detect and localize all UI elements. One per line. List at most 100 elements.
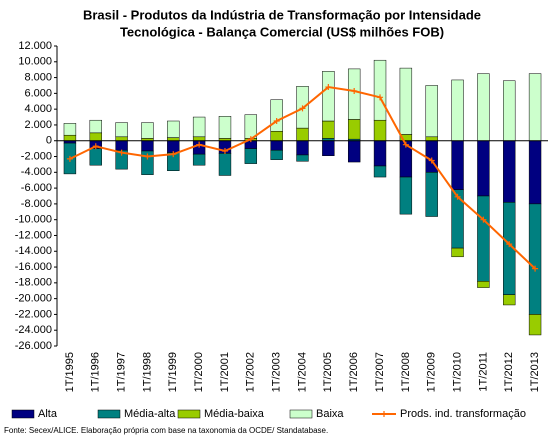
x-tick-label: 1T/1996 [90, 352, 102, 392]
bar-segment [167, 120, 180, 138]
bar-segment [296, 154, 309, 162]
bar-segment [244, 148, 258, 164]
y-tick-label: 4.000 [24, 103, 52, 115]
bar-segment [451, 247, 464, 258]
bar-segment [373, 119, 387, 141]
line-marker [221, 148, 228, 154]
bar-segment [115, 136, 128, 141]
legend-swatch [11, 409, 35, 419]
line-marker [454, 193, 461, 200]
x-tick-label: 1T/2013 [529, 352, 541, 392]
line-marker [196, 141, 203, 148]
y-tick-label: -4.000 [21, 166, 52, 178]
bar-segment [347, 119, 361, 140]
line-marker [170, 151, 177, 158]
legend-swatch [97, 409, 121, 419]
bar-segment [373, 165, 387, 178]
legend-swatch [177, 409, 201, 419]
x-tick-label: 1T/2012 [503, 352, 515, 392]
y-tick-label: -10.000 [15, 214, 52, 226]
bar-segment [503, 140, 516, 203]
bar-segment [528, 73, 542, 141]
y-tick-label: 12.000 [18, 40, 52, 52]
bar-segment [503, 80, 516, 141]
x-tick-label: 1T/1999 [167, 352, 179, 392]
line-marker [273, 118, 280, 124]
x-tick-label: 1T/2011 [477, 352, 489, 392]
line-marker [247, 136, 254, 143]
y-tick-label: -18.000 [15, 277, 52, 289]
bar-segment [528, 314, 542, 336]
bar-segment [270, 131, 283, 141]
bar-segment [192, 153, 206, 166]
x-tick-label: 1T/2007 [374, 352, 386, 392]
legend-label: Alta [38, 408, 58, 420]
bar-segment [296, 140, 309, 156]
bar-segment [115, 122, 128, 138]
bar-segment [218, 153, 232, 176]
bar-segment [451, 79, 464, 141]
y-tick-label: -26.000 [15, 340, 52, 352]
bar-segment [115, 140, 128, 151]
bar-segment [477, 140, 490, 197]
bar-segment [528, 140, 542, 205]
x-tick-label: 1T/1998 [141, 352, 153, 392]
bar-segment [89, 148, 102, 166]
x-tick-label: 1T/1995 [64, 352, 76, 392]
bar-segment [477, 73, 490, 141]
bar-segment [141, 150, 154, 175]
bar-segment [477, 195, 490, 282]
bar-segment [192, 116, 206, 138]
x-tick-label: 1T/2000 [193, 352, 205, 392]
line-marker [118, 149, 125, 156]
y-tick-label: -24.000 [15, 324, 52, 336]
chart-title: Tecnológica - Balança Comercial (US$ mil… [120, 24, 444, 39]
bar-segment [425, 172, 438, 217]
bar-segment [218, 116, 232, 139]
bar-segment [322, 120, 335, 139]
bar-segment [373, 59, 387, 121]
bar-segment [425, 85, 438, 138]
line-marker [299, 105, 306, 112]
y-tick-label: -12.000 [15, 229, 52, 241]
line-marker [92, 143, 99, 150]
bar-segment [503, 294, 516, 306]
x-tick-label: 1T/2004 [296, 352, 308, 392]
y-tick-label: 2.000 [24, 119, 52, 131]
y-tick-label: -8.000 [21, 198, 52, 210]
bar-segment [270, 99, 283, 132]
y-tick-label: -22.000 [15, 308, 52, 320]
bar-segment [270, 140, 283, 151]
bar-segment [425, 136, 438, 141]
x-tick-label: 1T/2010 [451, 352, 463, 392]
bar-segment [63, 134, 77, 141]
legend-label: Baixa [316, 408, 344, 420]
chart-title: Brasil - Produtos da Indústria de Transf… [83, 7, 481, 22]
y-tick-label: 0 [46, 135, 52, 147]
line-marker [480, 216, 487, 223]
bar-segment [373, 140, 387, 167]
line-marker [351, 88, 358, 94]
bar-segment [347, 68, 361, 120]
y-tick-label: -16.000 [15, 261, 52, 273]
legend-label: Prods. ind. transformação [400, 408, 526, 420]
bar-segment [89, 119, 102, 134]
line-marker [144, 153, 151, 160]
bar-segment [451, 140, 464, 190]
x-tick-label: 1T/2002 [245, 352, 257, 392]
x-tick-label: 1T/2003 [271, 352, 283, 392]
bar-segment [167, 140, 180, 153]
source-note: Fonte: Secex/ALICE. Elaboração própria c… [4, 426, 328, 435]
y-tick-label: -2.000 [21, 150, 52, 162]
y-tick-label: -20.000 [15, 293, 52, 305]
line-marker [402, 141, 409, 148]
bar-segment [347, 140, 361, 163]
x-tick-label: 1T/2006 [348, 352, 360, 392]
line-marker [428, 157, 435, 164]
bar-segment [89, 132, 102, 141]
y-tick-label: -14.000 [15, 245, 52, 257]
line-marker [377, 94, 384, 101]
bar-segment [296, 127, 309, 141]
bar-segment [399, 67, 413, 135]
